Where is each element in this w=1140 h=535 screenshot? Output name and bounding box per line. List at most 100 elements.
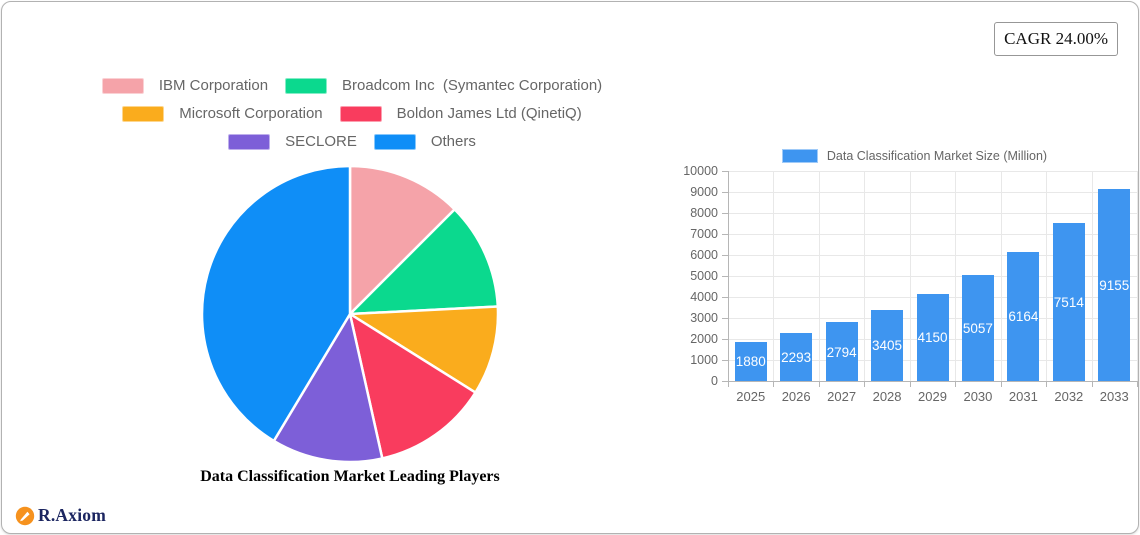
gridline-vertical [1046,171,1048,381]
bar-value-label: 2293 [781,349,812,365]
bar-value-label: 5057 [962,320,993,336]
bar: 7514 [1052,223,1085,381]
gridline-vertical [1000,171,1002,381]
x-tick-mark [864,381,866,387]
y-tick-mark [722,192,728,193]
bar: 6164 [1007,251,1040,381]
x-tick-label: 2031 [1008,389,1038,404]
legend-item: Microsoft Corporation [122,105,323,122]
pie-slice [348,164,456,316]
bar: 4150 [916,293,949,381]
legend-swatch [373,133,416,150]
bar-value-label: 3405 [872,338,903,354]
gridline-horizontal [728,234,1137,235]
legend-swatch [228,133,271,150]
bar-value-label: 2794 [826,344,857,360]
y-tick-mark [722,255,728,256]
bar: 3405 [871,309,904,381]
legend-item: Broadcom Inc (Symantec Corporation) [285,77,602,94]
bar-legend-label: Data Classification Market Size (Million… [826,149,1048,163]
legend-label: Boldon James Ltd (QinetiQ) [396,105,582,122]
gridline-horizontal [728,276,1137,277]
y-tick-mark [722,360,728,361]
y-tick-mark [722,339,728,340]
gridline-vertical [773,171,775,381]
pie-chart [200,164,500,464]
legend-item: Boldon James Ltd (QinetiQ) [339,105,582,122]
gridline-horizontal [728,255,1137,256]
x-tick-mark [1046,381,1048,387]
x-tick-label: 2032 [1054,389,1084,404]
x-tick-mark [818,381,820,387]
y-tick-label: 3000 [690,311,718,325]
gridline-vertical [864,171,866,381]
y-tick-mark [722,318,728,319]
bar-value-label: 1880 [735,354,766,370]
y-tick-label: 10000 [683,164,718,178]
x-tick-label: 2028 [872,389,902,404]
legend-swatch [122,105,165,122]
bar-value-label: 4150 [917,330,948,346]
y-tick-mark [722,213,728,214]
legend-label: Microsoft Corporation [179,105,323,122]
legend-label: Broadcom Inc (Symantec Corporation) [342,77,603,94]
pie-legend-row: SECLORE Others [228,133,476,150]
y-tick-label: 4000 [690,290,718,304]
y-tick-mark [722,297,728,298]
y-tick-label: 1000 [690,353,718,367]
x-tick-mark [955,381,957,387]
y-tick-mark [722,276,728,277]
pie-legend-row: IBM Corporation Broadcom Inc (Symantec Co… [101,77,602,94]
bar-legend-swatch [781,149,818,163]
legend-swatch [101,77,144,94]
x-tick-label: 2027 [827,389,857,404]
bar: 2293 [780,332,813,381]
y-tick-label: 6000 [690,248,718,262]
brand-name: R.Axiom [38,505,106,525]
x-tick-mark [1137,381,1138,387]
brand-icon [15,506,35,525]
legend-label: SECLORE [285,133,357,150]
y-tick-mark [722,171,728,172]
brand-logo: R.Axiom [15,505,106,526]
legend-item: Others [373,133,476,150]
bar-value-label: 9155 [1099,277,1130,293]
bar-chart-legend: Data Classification Market Size (Million… [692,149,1137,163]
bar: 9155 [1098,188,1131,381]
x-tick-label: 2029 [918,389,947,404]
x-tick-mark [1091,381,1093,387]
pie-chart-title: Data Classification Market Leading Playe… [200,468,500,485]
gridline-horizontal [728,192,1137,193]
y-tick-label: 2000 [690,332,718,346]
cagr-badge: CAGR 24.00% [994,22,1118,56]
x-tick-label: 2026 [781,389,811,404]
gridline-vertical [909,171,911,381]
gridline-vertical [728,171,729,381]
bar: 5057 [961,274,994,381]
y-tick-label: 9000 [690,185,718,199]
x-tick-mark [728,381,729,387]
legend-label: Others [430,133,476,150]
bar-value-label: 7514 [1053,295,1084,311]
pie-slice [200,164,352,443]
pie-slice [348,208,500,316]
legend-swatch [285,77,328,94]
y-tick-label: 0 [711,374,718,388]
legend-swatch [339,105,382,122]
gridline-horizontal [728,381,1137,382]
x-tick-mark [909,381,911,387]
gridline-horizontal [728,171,1137,172]
pie-slice [272,312,384,464]
x-tick-mark [773,381,775,387]
y-tick-label: 8000 [690,206,718,220]
gridline-vertical [1137,171,1138,381]
bar: 2794 [825,322,858,381]
pie-slice [348,305,500,394]
x-tick-label: 2033 [1099,389,1129,404]
y-tick-mark [722,381,728,382]
pie-legend: IBM Corporation Broadcom Inc (Symantec Co… [22,77,682,150]
legend-label: IBM Corporation [158,77,269,94]
x-tick-label: 2025 [736,389,766,404]
